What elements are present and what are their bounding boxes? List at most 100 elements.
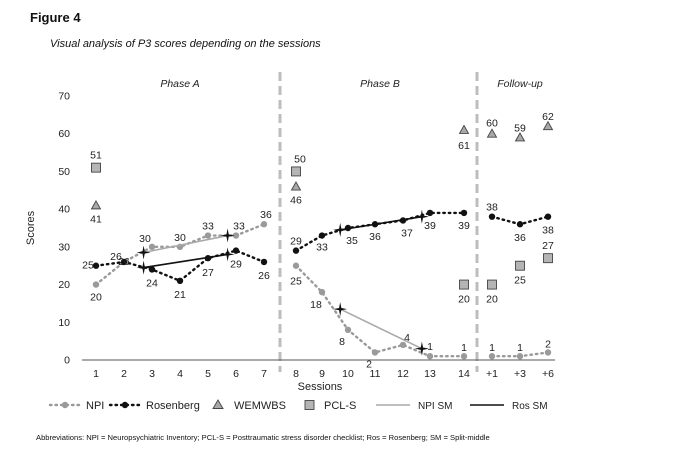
figure-label: Figure 4 [30,10,81,25]
npi-sm-line [339,308,423,350]
legend-label: PCL-S [324,400,356,412]
npi-point [232,232,240,239]
wemwbs-data-label: 59 [514,122,526,134]
pcls-data-label: 20 [458,294,470,306]
npi-point [516,353,524,360]
footnote: Abbreviations: NPI = Neuropsychiatric In… [36,433,490,442]
npi-point [371,349,379,356]
legend-label: NPI SM [418,401,452,412]
rosenberg-point [516,221,524,228]
npi-data-label: 30 [139,233,151,245]
legend-marker [121,401,129,409]
rosenberg-point [544,213,552,220]
split-middle-marker [136,260,151,275]
rosenberg-data-label: 39 [458,220,470,232]
npi-point [488,353,496,360]
split-middle-marker [136,245,151,260]
pcls-point [515,260,525,271]
y-tick-label: 70 [58,91,70,103]
pcls-data-label: 27 [542,240,554,252]
wemwbs-point [514,132,526,142]
x-tick-label: 13 [424,368,436,380]
y-tick-label: 50 [58,166,70,178]
npi-point [344,326,352,334]
wemwbs-point [290,181,302,191]
rosenberg-data-label: 36 [369,231,381,243]
rosenberg-data-label: 29 [230,259,242,271]
npi-sm-line [143,234,228,254]
npi-data-label: 25 [290,276,302,288]
x-tick-label: 3 [149,368,155,380]
npi-point [92,281,100,288]
legend-label: Rosenberg [146,400,200,412]
legend-marker [61,401,69,409]
x-tick-label: 4 [177,368,183,380]
npi-data-label: 20 [90,292,102,304]
rosenberg-data-label: 39 [424,220,436,232]
npi-data-label: 2 [366,358,372,370]
npi-data-label: 33 [233,221,245,233]
rosenberg-data-label: 25 [82,260,94,272]
rosenberg-data-label: 21 [174,289,186,301]
rosenberg-point [426,209,434,217]
legend-marker [304,400,315,410]
rosenberg-data-label: 38 [542,225,554,237]
wemwbs-data-label: 61 [458,140,470,152]
x-tick-label: 2 [121,368,127,380]
rosenberg-data-label: 24 [146,277,158,289]
rosenberg-data-label: 36 [514,232,526,244]
npi-data-label: 30 [174,232,186,244]
npi-data-label: 2 [545,338,551,350]
rosenberg-data-label: 33 [316,242,328,254]
rosenberg-data-label: 37 [401,227,413,239]
wemwbs-point [458,124,470,134]
phase-label: Phase B [360,78,400,90]
x-tick-label: 12 [397,368,409,380]
y-tick-label: 0 [64,355,70,367]
rosenberg-point [260,258,268,266]
phase-label: Phase A [160,78,199,90]
rosenberg-point [460,209,468,217]
npi-point [204,232,212,239]
split-middle-marker [414,209,429,224]
npi-data-label: 36 [260,209,272,221]
rosenberg-point [232,247,240,254]
rosenberg-point [488,213,496,220]
npi-point [292,262,300,269]
y-tick-label: 40 [58,204,70,216]
npi-point [318,288,326,296]
y-tick-label: 60 [58,128,70,140]
npi-point [426,353,434,360]
legend-label: NPI [86,400,104,412]
rosenberg-data-label: 27 [202,267,214,279]
pcls-data-label: 25 [514,275,526,287]
legend-marker [212,399,224,409]
pcls-data-label: 50 [294,153,306,165]
y-tick-label: 20 [58,279,70,291]
wemwbs-point [90,199,102,210]
x-tick-label: 14 [458,368,470,380]
npi-point [260,221,268,228]
split-middle-marker [333,222,348,237]
split-middle-marker [333,302,348,317]
npi-point [148,243,156,251]
pcls-point [487,279,497,290]
wemwbs-data-label: 60 [486,118,498,130]
rosenberg-data-label: 29 [290,236,302,248]
wemwbs-data-label: 46 [290,195,302,207]
legend-label: Ros SM [512,401,548,412]
wemwbs-data-label: 62 [542,111,554,123]
ros-sm-line [340,215,423,231]
npi-data-label: 1 [427,341,433,353]
figure-title: Visual analysis of P3 scores depending o… [50,38,321,50]
wemwbs-data-label: 41 [90,213,102,225]
npi-data-label: 1 [489,342,495,354]
wemwbs-point [542,120,554,131]
pcls-data-label: 20 [486,294,498,306]
pcls-point [91,162,101,173]
x-tick-label: +3 [514,368,526,380]
y-tick-label: 10 [58,317,70,329]
rosenberg-data-label: 38 [486,202,498,214]
x-axis-label: Sessions [298,381,343,393]
rosenberg-point [176,277,184,284]
